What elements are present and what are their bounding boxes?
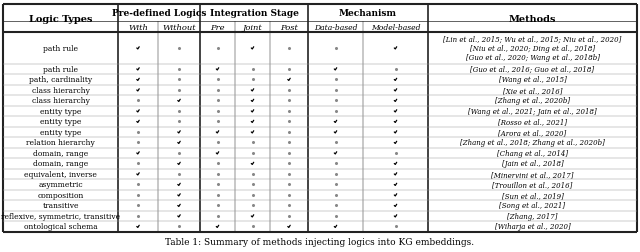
Text: Without: Without — [162, 23, 196, 32]
Text: Post: Post — [280, 23, 298, 32]
Text: [Wang et al., 2021; Jain et al., 2018]: [Wang et al., 2021; Jain et al., 2018] — [468, 107, 597, 115]
Text: Logic Types: Logic Types — [29, 14, 92, 23]
Text: equivalent, inverse: equivalent, inverse — [24, 170, 97, 178]
Text: [Minervini et al., 2017]: [Minervini et al., 2017] — [492, 170, 573, 178]
Text: [Xie et al., 2016]: [Xie et al., 2016] — [503, 86, 563, 94]
Text: [Wiharja et al., 2020]: [Wiharja et al., 2020] — [495, 222, 570, 230]
Text: [Lin et al., 2015; Wu et al., 2015; Niu et al., 2020]: [Lin et al., 2015; Wu et al., 2015; Niu … — [444, 35, 621, 43]
Text: composition: composition — [37, 191, 84, 199]
Text: domain, range: domain, range — [33, 149, 88, 157]
Text: path rule: path rule — [43, 45, 78, 52]
Text: [Zhang et al., 2020b]: [Zhang et al., 2020b] — [495, 97, 570, 105]
Text: class hierarchy: class hierarchy — [31, 97, 90, 105]
Text: Pre-defined Logics: Pre-defined Logics — [112, 9, 206, 18]
Text: [Wang et al., 2015]: [Wang et al., 2015] — [499, 76, 566, 84]
Text: ontological schema: ontological schema — [24, 222, 97, 230]
Text: [Rosso et al., 2021]: [Rosso et al., 2021] — [498, 118, 567, 126]
Text: entity type: entity type — [40, 118, 81, 126]
Text: [Trouillon et al., 2016]: [Trouillon et al., 2016] — [492, 180, 573, 188]
Text: domain, range: domain, range — [33, 160, 88, 168]
Text: [Chang et al., 2014]: [Chang et al., 2014] — [497, 149, 568, 157]
Text: transitive: transitive — [42, 201, 79, 209]
Text: entity type: entity type — [40, 128, 81, 136]
Text: Mechanism: Mechanism — [339, 9, 397, 18]
Text: reflexive, symmetric, transitive: reflexive, symmetric, transitive — [1, 212, 120, 220]
Text: class hierarchy: class hierarchy — [31, 86, 90, 94]
Text: Table 1: Summary of methods injecting logics into KG embeddings.: Table 1: Summary of methods injecting lo… — [165, 237, 475, 246]
Text: [Zhang, 2017]: [Zhang, 2017] — [508, 212, 557, 220]
Text: Data-based: Data-based — [314, 23, 357, 32]
Text: With: With — [128, 23, 148, 32]
Text: [Sun et al., 2019]: [Sun et al., 2019] — [502, 191, 563, 199]
Text: [Guo et al., 2020; Wang et al., 2018b]: [Guo et al., 2020; Wang et al., 2018b] — [465, 54, 600, 62]
Text: [Jain et al., 2018]: [Jain et al., 2018] — [502, 160, 563, 168]
Text: relation hierarchy: relation hierarchy — [26, 139, 95, 147]
Text: [Zhang et al., 2018; Zhang et al., 2020b]: [Zhang et al., 2018; Zhang et al., 2020b… — [460, 139, 605, 147]
Text: entity type: entity type — [40, 107, 81, 115]
Text: [Arora et al., 2020]: [Arora et al., 2020] — [499, 128, 566, 136]
Text: Joint: Joint — [243, 23, 262, 32]
Text: Methods: Methods — [509, 14, 556, 23]
Text: [Song et al., 2021]: [Song et al., 2021] — [499, 201, 566, 209]
Text: [Guo et al., 2016; Guo et al., 2018]: [Guo et al., 2016; Guo et al., 2018] — [470, 66, 595, 74]
Text: [Niu et al., 2020; Ding et al., 2018]: [Niu et al., 2020; Ding et al., 2018] — [470, 45, 595, 52]
Text: Model-based: Model-based — [371, 23, 420, 32]
Text: path rule: path rule — [43, 66, 78, 74]
Text: path, cardinality: path, cardinality — [29, 76, 92, 84]
Text: Integration Stage: Integration Stage — [209, 9, 298, 18]
Text: Pre: Pre — [210, 23, 225, 32]
Text: asymmetric: asymmetric — [38, 180, 83, 188]
